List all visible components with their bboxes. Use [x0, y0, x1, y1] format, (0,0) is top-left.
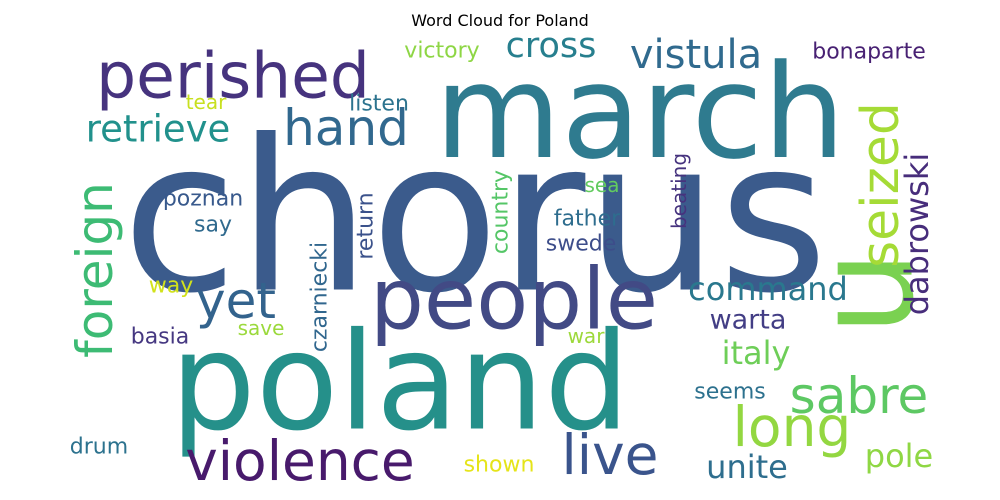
word-victory: victory — [404, 39, 479, 64]
word-swede: swede — [546, 232, 617, 257]
word-father: father — [554, 207, 621, 232]
word-command: command — [688, 270, 848, 308]
word-czarniecki: czarniecki — [308, 242, 333, 352]
word-basia: basia — [131, 325, 190, 350]
word-country: country — [489, 170, 514, 254]
word-retrieve: retrieve — [86, 108, 231, 151]
word-pole: pole — [865, 437, 933, 475]
word-vistula: vistula — [630, 32, 762, 78]
word-poland: poland — [170, 304, 630, 461]
word-people: people — [370, 251, 658, 350]
word-u: u — [787, 250, 944, 336]
word-warta: warta — [710, 305, 787, 336]
word-poznan: poznan — [163, 187, 243, 212]
word-drum: drum — [70, 435, 128, 460]
word-sabre: sabre — [790, 367, 929, 425]
word-long: long — [733, 395, 852, 459]
word-tear: tear — [186, 90, 227, 114]
word-save: save — [238, 316, 285, 340]
word-violence: violence — [185, 429, 415, 493]
word-dabrowski: dabrowski — [898, 153, 936, 316]
word-live: live — [562, 423, 659, 487]
word-seems: seems — [694, 380, 765, 405]
word-yet: yet — [196, 272, 276, 330]
word-shown: shown — [464, 453, 535, 478]
word-foreign: foreign — [66, 182, 124, 358]
word-chorus: chorus — [122, 95, 828, 340]
word-cross: cross — [506, 26, 597, 66]
word-seized: seized — [851, 102, 911, 268]
word-return: return — [354, 192, 379, 259]
word-way: way — [149, 274, 194, 299]
word-unite: unite — [706, 448, 788, 486]
word-perished: perished — [96, 40, 370, 113]
word-beating: beating — [667, 153, 691, 229]
word-sea: sea — [585, 173, 620, 197]
word-listen: listen — [349, 92, 409, 117]
word-hand: hand — [283, 99, 409, 157]
chart-title: Word Cloud for Poland — [411, 11, 589, 30]
word-italy: italy — [722, 334, 791, 372]
word-march: march — [435, 36, 846, 188]
word-bonaparte: bonaparte — [812, 40, 926, 65]
word-war: war — [568, 324, 606, 348]
word-say: say — [194, 213, 232, 238]
